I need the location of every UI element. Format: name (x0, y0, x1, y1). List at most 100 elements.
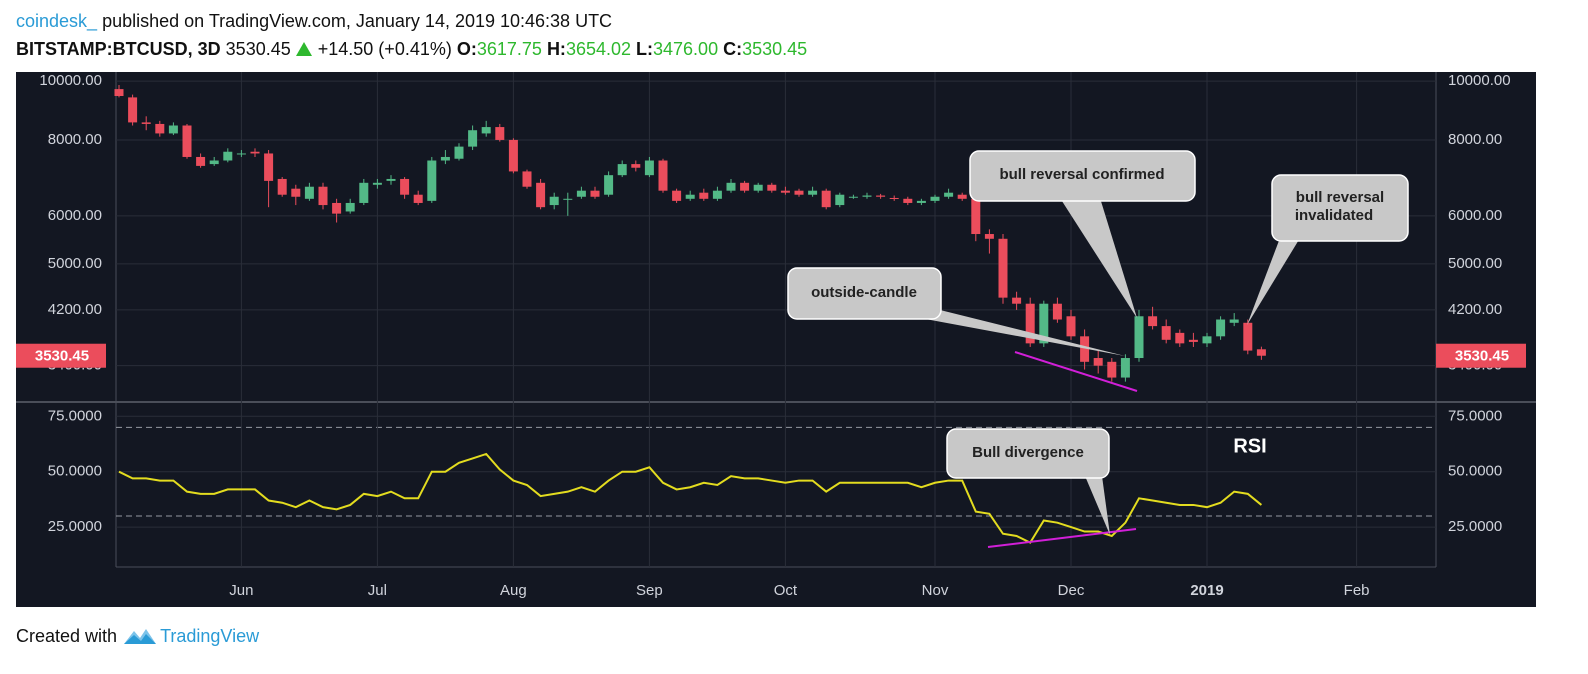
candle-body (1080, 336, 1090, 362)
annotation: Bull divergence (972, 444, 1084, 461)
l-label: L: (636, 39, 654, 59)
candle-body (277, 178, 287, 195)
change: +14.50 (+0.41%) (317, 39, 452, 59)
y-tick-label: 4200.00 (48, 301, 102, 318)
candle-body (780, 190, 790, 193)
candle-body (332, 202, 342, 214)
price-badge (1436, 343, 1526, 368)
candle-body (835, 194, 845, 206)
o: 3617.75 (476, 39, 542, 59)
candle-body (1175, 332, 1185, 344)
y-tick-label: 75.0000 (1448, 407, 1502, 424)
price-badge (16, 343, 106, 368)
x-tick-label: 2019 (1190, 582, 1223, 599)
candle-body (576, 190, 586, 197)
o-label: O: (456, 39, 477, 59)
candle-body (1134, 316, 1144, 359)
candle-body (617, 164, 627, 176)
candle-body (821, 190, 831, 208)
candle-body (604, 175, 614, 195)
candle-body (998, 238, 1008, 298)
header-line-1: coindesk_ published on TradingView.com, J… (16, 11, 617, 32)
y-tick-label: 3400.00 (1448, 357, 1502, 374)
candle-body (196, 156, 206, 166)
brand: TradingView (160, 626, 260, 646)
candle-body (944, 192, 954, 197)
candle-body (794, 190, 804, 195)
candle-body (372, 182, 382, 185)
candle-body (454, 146, 464, 159)
indicator-label: RSI (1233, 435, 1266, 457)
trend-line (987, 528, 1137, 548)
published: published on TradingView.com, January 14… (102, 11, 613, 31)
candle-body (128, 97, 138, 123)
x-tick-label: Dec (1058, 582, 1085, 599)
candle-body (1256, 349, 1266, 356)
y-tick-label: 6000.00 (48, 207, 102, 224)
y-tick-label: 10000.00 (39, 72, 102, 89)
candle-body (971, 198, 981, 235)
x-tick-label: Feb (1344, 582, 1370, 599)
candle-body (386, 178, 396, 181)
candle-body (1025, 303, 1035, 344)
candle-body (264, 153, 274, 181)
y-tick-label: 6000.00 (1448, 207, 1502, 224)
candle-body (250, 151, 260, 154)
candle-body (712, 190, 722, 199)
y-tick-label: 50.0000 (48, 463, 102, 480)
candle-body (1161, 326, 1171, 340)
l: 3476.00 (653, 39, 719, 59)
candle-body (685, 194, 695, 199)
y-tick-label: 10000.00 (1448, 72, 1511, 89)
y-tick-label: 25.0000 (48, 518, 102, 535)
candle-body (848, 196, 858, 198)
candle-body (903, 198, 913, 203)
candle-body (182, 125, 192, 157)
last: 3530.45 (225, 39, 291, 59)
h-label: H: (546, 39, 566, 59)
candle-body (1188, 339, 1198, 342)
candle-body (155, 123, 165, 134)
candle-body (141, 122, 151, 124)
candle-body (957, 194, 967, 199)
candle-body (1052, 303, 1062, 320)
symbol: BITSTAMP:BTCUSD, 3D (16, 39, 221, 59)
candle-body (563, 198, 573, 200)
y-tick-label: 8000.00 (1448, 131, 1502, 148)
candle-body (631, 164, 641, 168)
candle-body (413, 194, 423, 203)
up-icon (295, 42, 312, 56)
candle-body (495, 127, 505, 140)
h: 3654.02 (565, 39, 632, 59)
footer: Created with TradingView (16, 626, 264, 647)
candle-body (876, 195, 886, 197)
callout: bull reversal confirmed (969, 150, 1196, 318)
candle-body (1093, 358, 1103, 366)
candle-body (916, 200, 926, 203)
annotation: bull reversal confirmed (999, 166, 1164, 183)
candle-body (481, 127, 491, 134)
price-badge-label: 3530.45 (35, 348, 89, 365)
candle-body (1120, 358, 1130, 378)
candle-body (590, 190, 600, 197)
y-tick-label: 50.0000 (1448, 463, 1502, 480)
candle-body (291, 188, 301, 197)
x-tick-label: Jul (368, 582, 387, 599)
candle-body (862, 195, 872, 197)
x-tick-label: Sep (636, 582, 663, 599)
price-badge-label: 3530.45 (1455, 348, 1509, 365)
c-label: C: (723, 39, 743, 59)
candle-body (508, 139, 518, 172)
candle-body (930, 196, 940, 201)
candle-body (114, 89, 124, 96)
c: 3530.45 (742, 39, 808, 59)
created: Created with (16, 626, 118, 646)
candle-body (468, 130, 478, 147)
y-tick-label: 4200.00 (1448, 301, 1502, 318)
candle-body (984, 234, 994, 239)
y-tick-label: 5000.00 (1448, 255, 1502, 272)
candle-body (345, 202, 355, 212)
x-tick-label: Oct (774, 582, 798, 599)
